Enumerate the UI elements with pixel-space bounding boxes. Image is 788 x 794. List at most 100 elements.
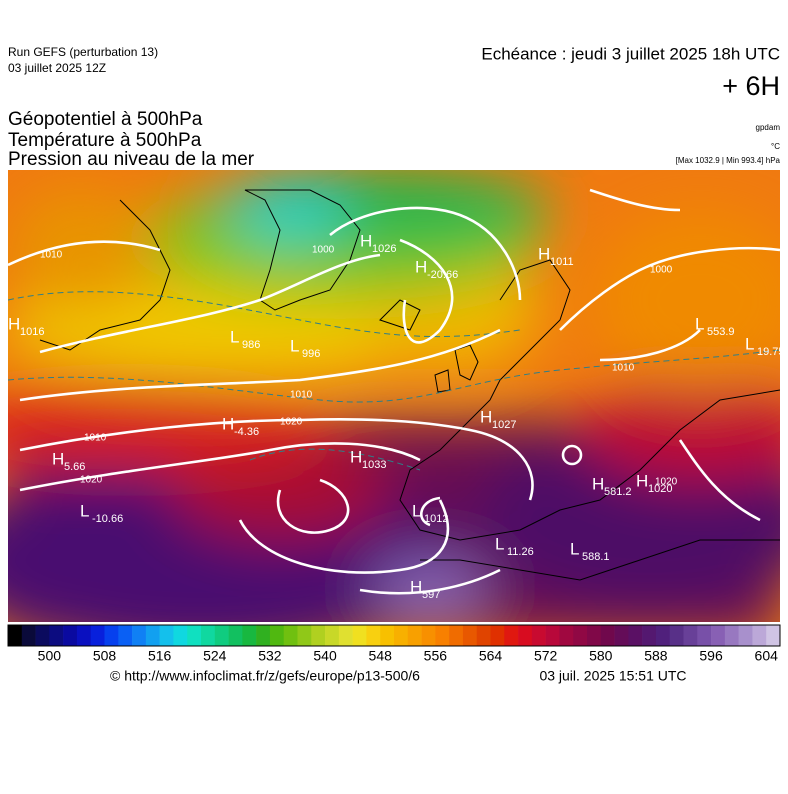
color-swatch: [21, 625, 36, 646]
color-swatch: [697, 625, 712, 646]
contour-label: 1010: [290, 390, 313, 401]
color-swatch: [490, 625, 505, 646]
center-letter: L: [80, 501, 89, 520]
center-letter: H: [222, 414, 234, 433]
colorbar-tick-label: 588: [644, 648, 668, 664]
color-swatch: [297, 625, 312, 646]
center-value: 1020: [648, 483, 672, 495]
colorbar-tick-label: 516: [148, 648, 172, 664]
contour-label: 1000: [312, 245, 335, 256]
color-swatch: [628, 625, 643, 646]
center-value: 581.2: [604, 486, 632, 498]
colorbar-tick-label: 572: [534, 648, 558, 664]
colorbar-tick-label: 596: [699, 648, 723, 664]
center-value: 11.26: [507, 546, 534, 558]
center-value: -20.66: [427, 269, 458, 281]
center-value: 1026: [372, 243, 396, 255]
color-swatch: [187, 625, 202, 646]
center-letter: H: [480, 407, 492, 426]
center-letter: H: [410, 577, 422, 596]
center-value: 5.66: [64, 461, 85, 473]
color-swatch: [366, 625, 381, 646]
colorbar-frame: [7, 624, 781, 647]
colorbar-tick-label: 556: [424, 648, 448, 664]
center-letter: H: [360, 231, 372, 250]
color-swatch: [587, 625, 602, 646]
contour-label: 1010: [612, 363, 635, 374]
center-letter: L: [695, 314, 704, 333]
center-value: 996: [302, 348, 320, 360]
color-swatch: [352, 625, 367, 646]
color-swatch: [8, 625, 23, 646]
center-letter: L: [412, 501, 421, 520]
contour-label: 1000: [650, 265, 673, 276]
generated: 03 juil. 2025 15:51 UTC: [539, 668, 686, 684]
colorbar-tick-label: 500: [38, 648, 62, 664]
contour-label: 1020: [655, 477, 678, 488]
color-swatch: [173, 625, 188, 646]
color-swatch: [283, 625, 298, 646]
unit: gpdam: [756, 123, 781, 132]
center-value: 19.75: [757, 346, 785, 358]
center-value: 986: [242, 339, 260, 351]
color-swatch: [35, 625, 50, 646]
source: © http://www.infoclimat.fr/z/gefs/europe…: [110, 668, 420, 684]
color-swatch: [642, 625, 657, 646]
contour-label: 1020: [280, 417, 303, 428]
color-swatch: [559, 625, 574, 646]
lead-time: + 6H: [722, 71, 780, 101]
colorbar-tick-label: 548: [369, 648, 393, 664]
center-letter: L: [290, 336, 299, 355]
center-letter: H: [636, 471, 648, 490]
color-swatch: [256, 625, 271, 646]
unit: °C: [771, 142, 780, 151]
center-value: 553.9: [707, 326, 735, 338]
center-value: 588.1: [582, 551, 610, 563]
color-swatch: [325, 625, 340, 646]
contour-label: 1010: [40, 250, 63, 261]
center-value: 1011: [550, 256, 574, 268]
color-swatch: [104, 625, 119, 646]
center-letter: H: [52, 449, 64, 468]
color-swatch: [531, 625, 546, 646]
center-value: 597: [422, 589, 440, 601]
colorbar-tick-label: 604: [755, 648, 779, 664]
color-swatch: [683, 625, 698, 646]
color-swatch: [476, 625, 491, 646]
color-swatch: [600, 625, 615, 646]
color-swatch: [49, 625, 64, 646]
color-swatch: [201, 625, 216, 646]
center-letter: H: [538, 244, 550, 263]
center-value: -4.36: [234, 426, 259, 438]
color-swatch: [407, 625, 422, 646]
color-swatch: [614, 625, 629, 646]
color-swatch: [394, 625, 409, 646]
color-swatch: [118, 625, 133, 646]
color-swatch: [724, 625, 739, 646]
center-value: 1033: [362, 459, 386, 471]
center-letter: H: [415, 257, 427, 276]
color-swatch: [766, 625, 781, 646]
center-letter: L: [230, 327, 239, 346]
color-swatch: [752, 625, 767, 646]
color-swatch: [63, 625, 78, 646]
colorbar-tick-label: 580: [589, 648, 613, 664]
color-swatch: [338, 625, 353, 646]
center-value: -10.66: [92, 513, 123, 525]
color-swatch: [711, 625, 726, 646]
contour-label: 1020: [80, 475, 103, 486]
center-value: 1012: [424, 513, 448, 525]
color-swatch: [269, 625, 285, 646]
colorbar-tick-label: 532: [258, 648, 282, 664]
colorbar-tick-label: 524: [203, 648, 227, 664]
center-letter: L: [570, 539, 579, 558]
field: Pression au niveau de la mer: [8, 149, 255, 170]
pressure-range: [Max 1032.9 | Min 993.4] hPa: [676, 156, 781, 165]
color-swatch: [545, 625, 560, 646]
center-letter: L: [495, 534, 504, 553]
center-value: 1027: [492, 419, 516, 431]
color-swatch: [242, 625, 257, 646]
color-swatch: [76, 625, 92, 646]
color-swatch: [228, 625, 243, 646]
